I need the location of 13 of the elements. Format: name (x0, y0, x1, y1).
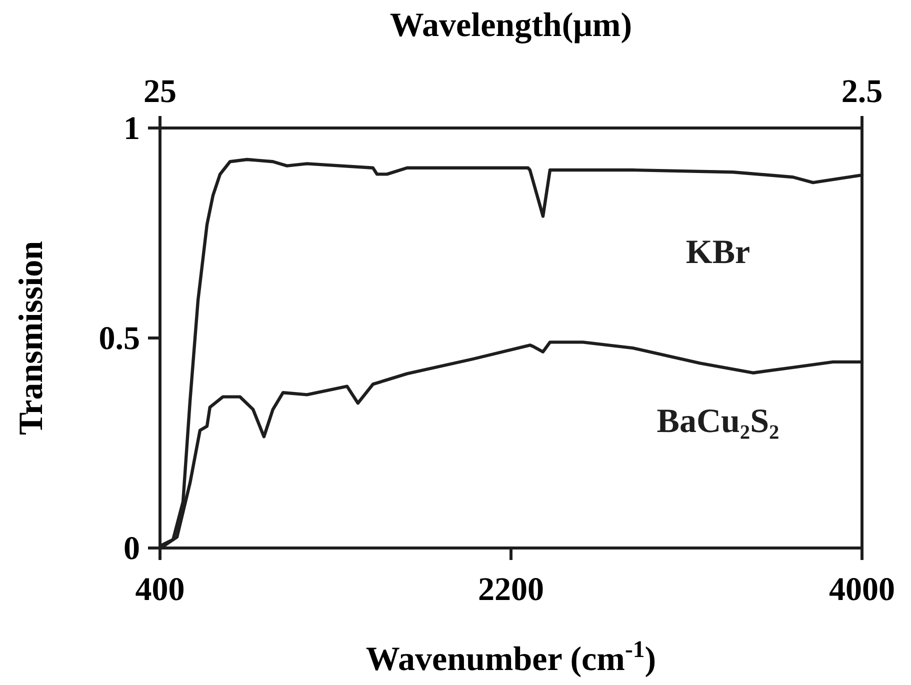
x2-axis-title: Wavelength(μm) (390, 7, 632, 44)
y-tick-label: 1 (124, 111, 140, 147)
y-tick-label: 0.5 (98, 321, 140, 357)
series-label: BaCu₂S₂ (656, 402, 780, 440)
y-axis-title: Transmission (13, 240, 50, 435)
x-axis-title: Wavenumber (cm$^{-1}$) (366, 637, 656, 678)
series-label: KBr (686, 234, 750, 272)
x2-tick-label: 2.5 (841, 74, 883, 110)
x-tick-label: 4000 (829, 572, 895, 608)
y-tick-label: 0 (124, 531, 140, 567)
x-tick-label: 2200 (478, 572, 544, 608)
x2-tick-label: 25 (144, 74, 176, 110)
x-tick-label: 400 (135, 572, 185, 608)
